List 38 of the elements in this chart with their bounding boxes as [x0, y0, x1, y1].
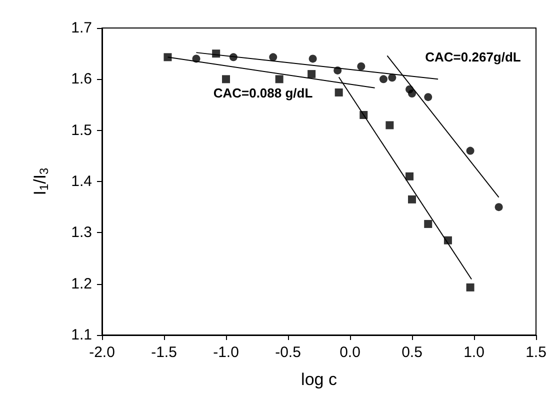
point [466, 146, 474, 155]
point [466, 283, 474, 292]
point [164, 53, 172, 62]
point [357, 62, 366, 70]
point [379, 75, 388, 84]
x-tick-label: -1.0 [213, 344, 239, 361]
y-tick-label: 1.4 [71, 173, 92, 190]
point [424, 220, 432, 228]
x-tick-label: 0.5 [402, 344, 422, 361]
y-tick-label: 1.3 [71, 224, 92, 242]
point [408, 89, 416, 98]
point [388, 74, 396, 82]
x-tick-label: -1.5 [151, 344, 177, 361]
y-tick-label: 1.7 [71, 20, 92, 36]
point [494, 203, 503, 212]
x-tick-label: -2.0 [89, 344, 115, 361]
x-tick-label: 1.0 [464, 344, 484, 361]
point [308, 70, 316, 78]
point [222, 75, 230, 84]
point [424, 93, 432, 102]
x-tick-label: -0.5 [275, 344, 301, 361]
point [334, 88, 343, 96]
y-tick-label: 1.6 [71, 70, 92, 88]
point [269, 53, 278, 62]
x-axis-title: log c [301, 370, 338, 389]
point [308, 54, 317, 63]
y-tick-label: 1.2 [71, 275, 92, 292]
annotation: CAC=0.088 g/dL [213, 86, 313, 100]
x-tick-label: 1.5 [526, 344, 546, 361]
point [406, 172, 414, 180]
x-tick-label: 0.0 [340, 344, 360, 361]
y-tick-label: 1.1 [71, 326, 92, 344]
annotation: CAC=0.267g/dL [425, 50, 521, 64]
point [408, 195, 416, 204]
y-axis-title: I1/I3 [30, 167, 51, 196]
y-tick-label: 1.5 [71, 122, 92, 139]
point [275, 75, 284, 84]
point [386, 121, 394, 130]
